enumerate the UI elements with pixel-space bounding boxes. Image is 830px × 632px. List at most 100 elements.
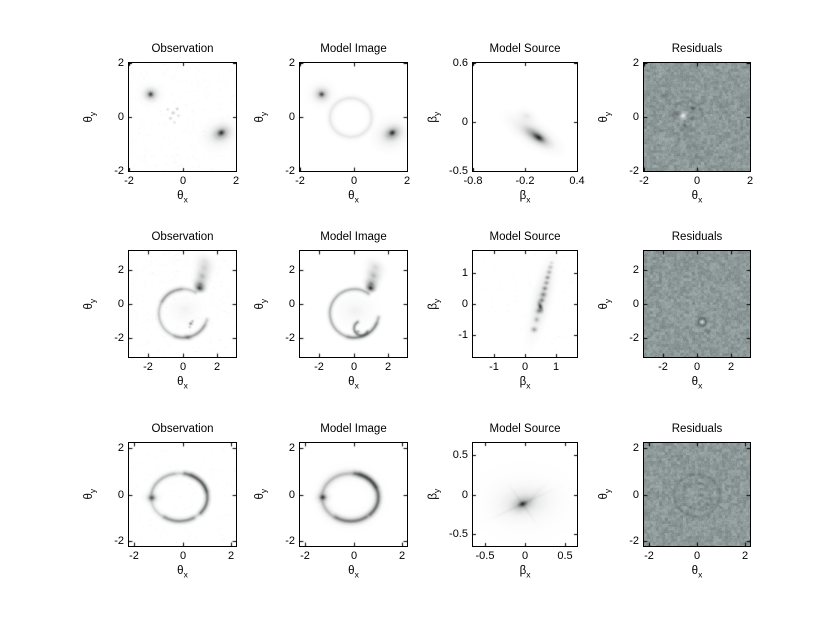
y-axis-label-subscript: y [431,111,442,116]
y-axis-label-text: θy [598,112,612,123]
x-axis-label-symbol: θ [691,190,699,202]
y-axis-label-symbol: θ [253,115,266,123]
x-tick-label: -2 [124,175,134,187]
panel-title: Observation [151,231,214,243]
y-tick-label: 1 [461,267,468,279]
x-tick-label: 0 [693,550,701,562]
x-tick-label: 1 [552,361,560,373]
x-tick-label: 2 [741,550,749,562]
y-tick-label: 2 [117,57,124,69]
y-tick-label: -0.5 [449,528,468,540]
plot-area [643,250,751,358]
y-tick-label: 0 [117,489,124,501]
y-axis-label-subscript: y [258,111,269,116]
x-axis-label-symbol: θ [691,376,699,388]
y-tick-label: 0 [461,116,468,128]
x-tick-label: 0 [179,175,187,187]
panel-row2-observation: Observation -2 0 2 2 0 -2 θx θy [83,231,237,390]
panel-title: Model Image [320,231,387,243]
y-axis-label: θy [585,250,625,358]
y-tick-label: 2 [117,264,124,276]
x-axis-label-subscript: x [354,380,359,391]
plot-area [299,62,408,172]
x-axis-label-symbol: θ [177,565,184,577]
x-axis-label: θx [299,564,408,581]
y-tick-label: 2 [632,442,639,454]
y-axis-label: θy [70,442,110,547]
x-axis-label: βx [472,375,578,392]
x-tick-label: 0 [521,361,529,373]
y-axis-label-subscript: y [87,111,98,116]
plot-canvas [644,443,750,546]
y-axis-label-text: βy [427,299,441,310]
y-axis-label-text: θy [598,299,612,310]
plot-canvas [300,251,407,357]
plot-area [299,250,408,358]
y-tick-label: 2 [632,57,639,69]
y-tick-label: -2 [114,165,124,177]
x-tick-label: 0 [179,361,187,373]
y-axis-label-subscript: y [431,298,442,303]
x-tick-label: 0 [693,175,701,187]
x-tick-label: 2 [746,175,754,187]
y-axis-label-subscript: y [258,489,269,494]
y-tick-label: -0.5 [449,165,468,177]
y-axis-label: βy [414,62,454,172]
y-tick-label: -2 [114,535,124,547]
y-axis-label-symbol: β [426,302,439,310]
x-axis-label-symbol: β [519,190,527,202]
x-axis-label: θx [299,375,408,392]
y-tick-label: -2 [285,535,295,547]
x-axis-label-subscript: x [183,194,188,205]
y-axis-label: θy [585,442,625,547]
x-tick-label: -0.5 [475,550,495,562]
y-tick-label: 0.6 [452,57,468,69]
panel-row1-model-source: Model Source -0.8 -0.2 0.4 0.6 0 -0.5 βx βy [427,43,585,204]
plot-area [643,62,751,172]
y-tick-label: 0 [117,111,124,123]
x-tick-label: -0.2 [515,175,535,187]
x-tick-label: -2 [300,550,310,562]
x-axis-label-symbol: θ [348,190,355,202]
panel-row3-residuals: Residuals -2 0 2 2 0 -2 θx θy [598,423,751,579]
x-axis-label: θx [299,189,408,206]
x-axis-label-subscript: x [698,380,703,391]
y-tick-label: 0 [632,489,639,501]
y-axis-label-symbol: θ [253,493,266,500]
x-axis-label-subscript: x [354,194,359,205]
plot-canvas [129,63,236,171]
panel-title: Model Image [320,423,387,435]
panel-row3-model-image: Model Image -2 0 2 2 0 -2 θx θy [254,423,408,579]
panel-title: Observation [151,43,214,55]
x-axis-label-symbol: β [519,376,527,388]
y-axis-label-subscript: y [602,489,613,494]
y-tick-label: -2 [629,165,639,177]
x-tick-label: 2 [403,175,411,187]
y-axis-label: βy [414,442,454,547]
y-tick-label: -2 [285,165,295,177]
x-axis-label-subscript: x [526,380,531,391]
y-tick-label: -2 [629,535,639,547]
y-tick-label: 0 [461,298,468,310]
y-tick-label: 2 [117,442,124,454]
panel-row2-residuals: Residuals -2 0 2 2 0 -2 θx θy [598,231,751,390]
y-axis-label-text: θy [254,489,268,500]
y-axis-label-symbol: θ [597,302,610,310]
x-tick-label: 0 [179,550,187,562]
plot-area [472,250,578,358]
x-tick-label: -2 [658,361,668,373]
y-axis-label-subscript: y [87,489,98,494]
y-tick-label: -2 [114,332,124,344]
x-axis-label: θx [128,564,237,581]
plot-area [128,62,237,172]
plot-canvas [644,63,750,171]
y-axis-label: θy [70,250,110,358]
panel-row1-model-image: Model Image -2 0 2 2 0 -2 θx θy [254,43,410,204]
y-axis-label-subscript: y [258,298,269,303]
x-tick-label: 2 [727,361,735,373]
x-axis-label: θx [128,375,237,392]
y-tick-label: 0 [461,489,468,501]
y-axis-label: βy [414,250,454,358]
y-axis-label-text: βy [427,112,441,123]
